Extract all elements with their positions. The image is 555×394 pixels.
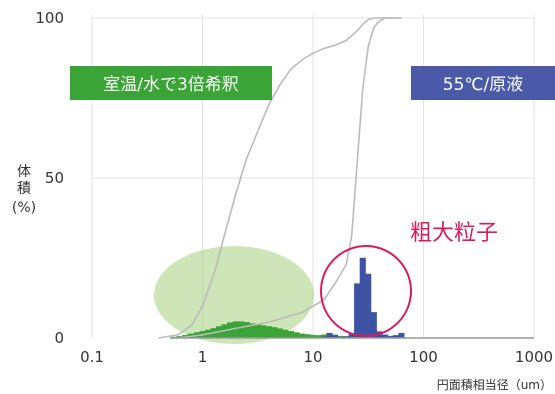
bar-s0-11	[232, 321, 239, 339]
bar-s0-17	[265, 326, 272, 339]
bar-s0-20	[282, 329, 289, 339]
y-axis-label-3: (%)	[12, 200, 36, 216]
y-tick-label-1: 50	[45, 169, 64, 187]
y-tick-label-2: 100	[35, 9, 64, 27]
bar-s0-16	[260, 325, 267, 339]
bar-s1-6	[354, 283, 361, 339]
bar-s0-15	[254, 324, 261, 339]
cumulative-line-2	[158, 17, 402, 339]
x-tick-label-0: 0.1	[80, 348, 104, 366]
fine-particles-highlight	[154, 246, 314, 344]
x-tick-label-3: 100	[409, 348, 438, 366]
bar-s1-7	[359, 257, 366, 339]
bar-s0-19	[276, 328, 283, 339]
coarse-particles-label: 粗大粒子	[410, 221, 498, 246]
bar-s1-8	[365, 273, 372, 339]
x-tick-labels: 0.1 1 10 100 1000	[80, 348, 553, 366]
x-tick-label-1: 1	[198, 348, 208, 366]
bar-s0-22	[293, 332, 300, 339]
y-tick-label-0: 0	[54, 329, 64, 347]
y-axis-label-1: 体	[17, 164, 31, 180]
x-tick-label-4: 1000	[515, 348, 553, 366]
blue-series-tag-bg	[411, 66, 555, 100]
bar-s0-12	[238, 321, 245, 339]
bar-s0-18	[271, 327, 278, 339]
green-series-tag: 室温/水で3倍希釈	[103, 75, 239, 95]
green-series-tag-bg	[70, 66, 272, 100]
y-axis-label-2: 積	[17, 181, 31, 197]
y-tick-labels: 0 50 100	[35, 9, 64, 347]
bar-s0-13	[243, 322, 250, 339]
blue-series-tag: 55℃/原液	[443, 75, 523, 95]
x-tick-label-2: 10	[303, 348, 322, 366]
x-axis-label: 円面積相当径（um）	[437, 377, 552, 392]
coarse-particles-circle	[320, 245, 412, 337]
bar-s0-21	[287, 331, 294, 339]
